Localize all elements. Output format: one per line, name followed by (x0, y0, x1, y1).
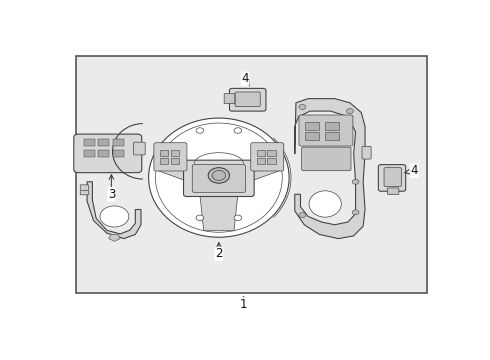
FancyBboxPatch shape (133, 142, 145, 155)
FancyBboxPatch shape (80, 185, 89, 195)
Circle shape (196, 215, 204, 221)
Text: 1: 1 (240, 298, 247, 311)
Circle shape (234, 215, 242, 221)
FancyBboxPatch shape (384, 168, 401, 186)
Polygon shape (200, 194, 238, 230)
Polygon shape (154, 144, 187, 181)
FancyBboxPatch shape (74, 134, 142, 173)
Circle shape (299, 104, 306, 109)
Text: 4: 4 (411, 164, 418, 177)
Ellipse shape (148, 118, 289, 237)
Circle shape (196, 128, 204, 133)
Bar (325, 122, 339, 130)
Bar (171, 150, 179, 156)
Polygon shape (109, 234, 120, 242)
Circle shape (208, 168, 229, 183)
FancyBboxPatch shape (388, 188, 399, 194)
Ellipse shape (155, 123, 282, 232)
Bar (268, 150, 276, 156)
FancyBboxPatch shape (184, 160, 254, 197)
Circle shape (352, 210, 359, 215)
Circle shape (100, 206, 129, 227)
FancyBboxPatch shape (192, 165, 245, 192)
FancyBboxPatch shape (302, 147, 351, 171)
FancyBboxPatch shape (362, 146, 371, 159)
Bar (84, 150, 95, 157)
Bar (113, 150, 123, 157)
Circle shape (352, 179, 359, 184)
Polygon shape (295, 99, 365, 239)
Bar (257, 150, 265, 156)
Circle shape (346, 109, 353, 114)
Circle shape (234, 128, 242, 133)
FancyBboxPatch shape (224, 94, 235, 104)
Polygon shape (87, 182, 141, 239)
Bar (305, 122, 319, 130)
Bar (160, 150, 169, 156)
Bar (98, 139, 109, 146)
FancyBboxPatch shape (229, 89, 266, 111)
Bar (305, 132, 319, 140)
FancyBboxPatch shape (378, 165, 406, 191)
Circle shape (212, 170, 226, 180)
Text: 4: 4 (241, 72, 249, 85)
Text: 2: 2 (215, 247, 222, 260)
FancyBboxPatch shape (251, 143, 284, 171)
FancyBboxPatch shape (154, 143, 187, 171)
Text: 3: 3 (108, 188, 115, 201)
Bar (75, 56, 427, 293)
FancyBboxPatch shape (235, 92, 260, 107)
Bar (268, 158, 276, 164)
FancyBboxPatch shape (299, 115, 353, 146)
Bar (84, 139, 95, 146)
Polygon shape (251, 144, 283, 181)
Bar (113, 139, 123, 146)
Circle shape (299, 212, 306, 217)
Bar (160, 158, 169, 164)
Bar (98, 150, 109, 157)
Bar (325, 132, 339, 140)
Bar (171, 158, 179, 164)
Bar (257, 158, 265, 164)
Ellipse shape (309, 191, 342, 217)
